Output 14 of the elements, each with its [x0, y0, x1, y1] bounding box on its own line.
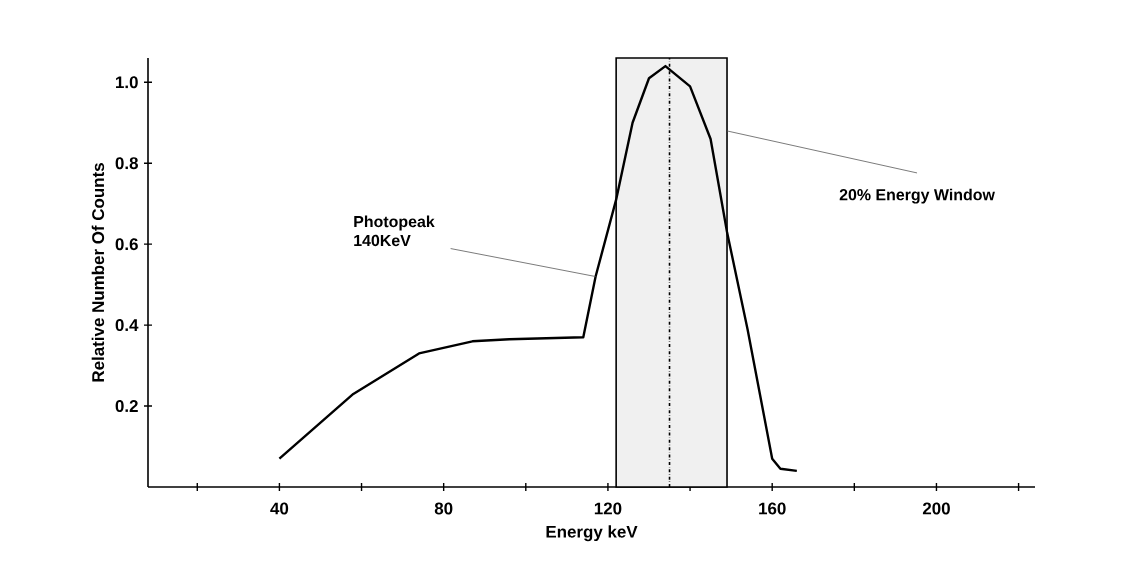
- band-label: 20% Energy Window: [839, 188, 995, 204]
- x-tick-label: 200: [922, 502, 950, 515]
- y-tick-label: 0.8: [115, 157, 138, 170]
- x-tick-label: 160: [759, 502, 786, 515]
- y-tick-label: 0.4: [115, 319, 139, 332]
- y-axis-title: Relative Number Of Counts: [91, 163, 105, 382]
- annotation: Photopeak 140KeV: [354, 215, 435, 247]
- x-axis-title: Energy keV: [546, 525, 638, 542]
- x-tick-label: 120: [594, 502, 622, 515]
- y-tick-label: 0.6: [115, 238, 138, 251]
- x-tick-label: 80: [434, 502, 453, 515]
- y-tick-label: 1.0: [116, 76, 138, 89]
- x-tick-label: 40: [270, 502, 289, 515]
- y-tick-label: 0.2: [115, 400, 138, 413]
